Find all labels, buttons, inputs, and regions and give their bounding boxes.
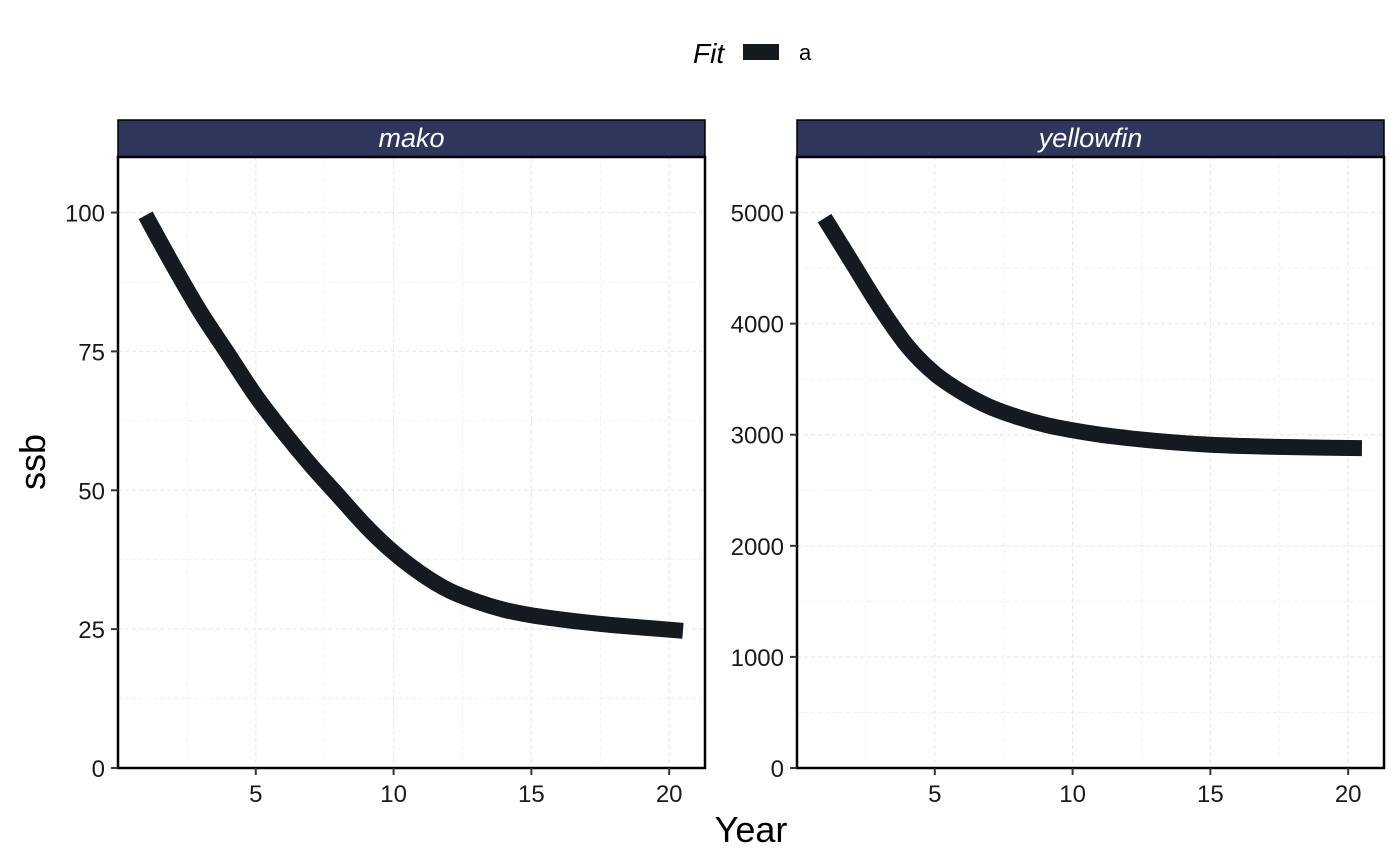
y-tick-label: 100 [65, 201, 105, 228]
y-tick-label: 0 [771, 756, 784, 783]
legend-title: Fit [693, 38, 725, 69]
y-tick-label: 50 [78, 478, 105, 505]
legend-key-a [743, 44, 779, 60]
x-tick-label: 10 [1059, 781, 1086, 808]
x-tick-label: 20 [656, 781, 683, 808]
panel-border [116, 155, 707, 770]
x-axis-title: Year [715, 809, 788, 850]
strip-label: mako [378, 123, 444, 153]
y-tick-label: 3000 [731, 423, 784, 450]
y-tick-label: 2000 [731, 534, 784, 561]
x-tick-label: 20 [1335, 781, 1362, 808]
strip-label: yellowfin [1037, 123, 1143, 153]
y-tick-label: 1000 [731, 645, 784, 672]
series-line-a [138, 211, 684, 639]
panel-yellowfin: yellowfin 5 10 15 20 0 1000 2000 3000 4000 5000 [731, 119, 1386, 808]
series-line-a [817, 213, 1363, 457]
y-tick-label: 4000 [731, 312, 784, 339]
legend: Fit a [693, 38, 812, 69]
x-tick-label: 15 [518, 781, 545, 808]
x-tick-label: 10 [380, 781, 407, 808]
y-tick-label: 0 [92, 756, 105, 783]
axis-ticks: 5 10 15 20 0 25 50 75 100 [65, 201, 683, 808]
x-tick-label: 5 [249, 781, 262, 808]
x-tick-label: 15 [1197, 781, 1224, 808]
y-tick-label: 5000 [731, 201, 784, 228]
grid [797, 157, 1384, 769]
panel-mako: mako 5 10 15 20 0 25 50 75 100 [65, 119, 707, 808]
grid [118, 157, 705, 769]
legend-label-a: a [799, 40, 812, 65]
axis-ticks: 5 10 15 20 0 1000 2000 3000 4000 5000 [731, 201, 1362, 808]
x-tick-label: 5 [928, 781, 941, 808]
y-tick-label: 25 [78, 617, 105, 644]
panel-border [795, 155, 1386, 770]
y-axis-title: ssb [12, 434, 53, 490]
y-tick-label: 75 [78, 339, 105, 366]
strip-background [117, 119, 706, 158]
